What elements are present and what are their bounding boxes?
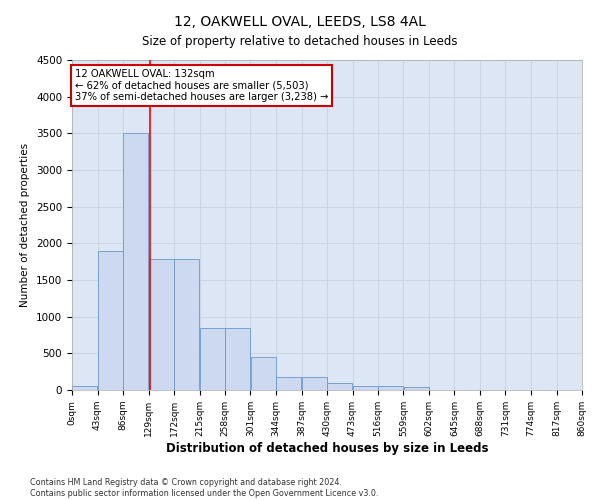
Bar xyxy=(378,386,403,390)
Bar xyxy=(123,134,148,390)
Bar xyxy=(276,377,301,390)
Bar xyxy=(149,260,174,390)
Bar xyxy=(302,377,327,390)
Text: Contains HM Land Registry data © Crown copyright and database right 2024.
Contai: Contains HM Land Registry data © Crown c… xyxy=(30,478,379,498)
Text: Size of property relative to detached houses in Leeds: Size of property relative to detached ho… xyxy=(142,35,458,48)
Y-axis label: Number of detached properties: Number of detached properties xyxy=(20,143,31,307)
Bar xyxy=(327,382,352,390)
Bar xyxy=(200,328,225,390)
Text: 12, OAKWELL OVAL, LEEDS, LS8 4AL: 12, OAKWELL OVAL, LEEDS, LS8 4AL xyxy=(174,15,426,29)
Text: 12 OAKWELL OVAL: 132sqm
← 62% of detached houses are smaller (5,503)
37% of semi: 12 OAKWELL OVAL: 132sqm ← 62% of detache… xyxy=(75,69,328,102)
Bar xyxy=(404,386,429,390)
Bar xyxy=(72,386,97,390)
Bar xyxy=(98,250,123,390)
Bar xyxy=(174,260,199,390)
Bar xyxy=(353,386,378,390)
Bar xyxy=(225,328,250,390)
X-axis label: Distribution of detached houses by size in Leeds: Distribution of detached houses by size … xyxy=(166,442,488,454)
Bar xyxy=(251,357,276,390)
